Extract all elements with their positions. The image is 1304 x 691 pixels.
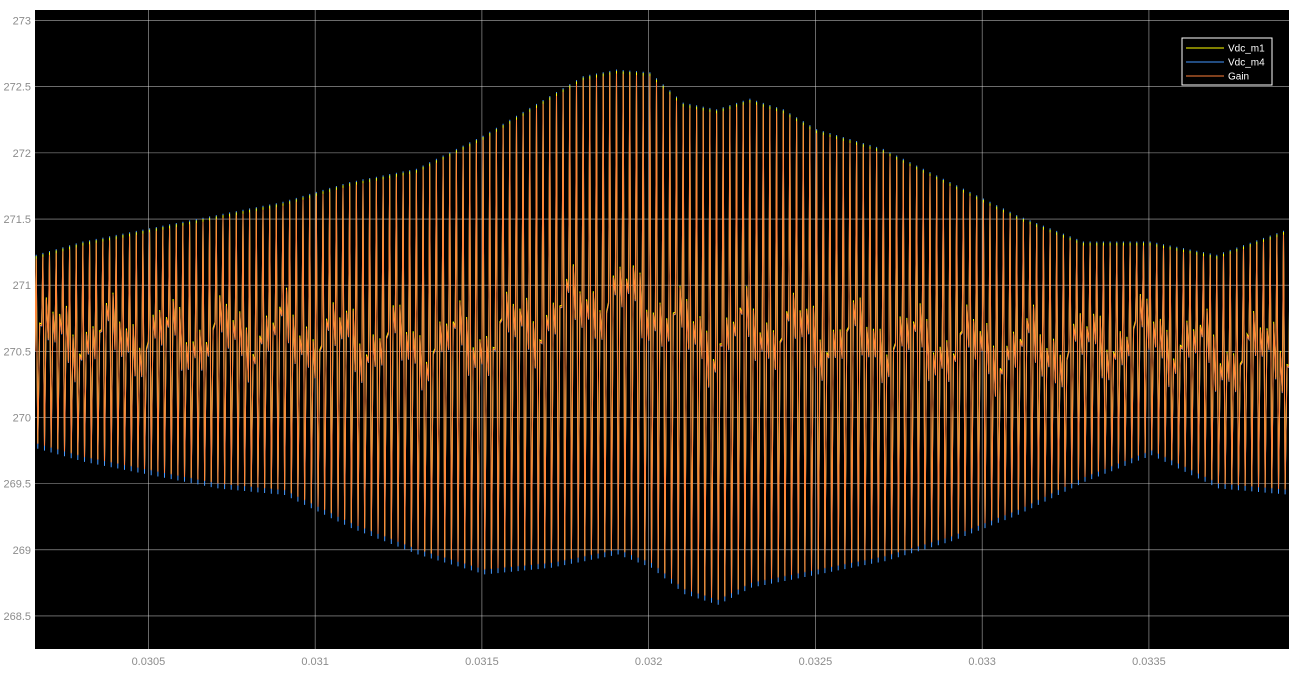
y-axis-ticks: 273 272.5 272 271.5 271 270.5 270 269.5 269 268.5 — [3, 16, 31, 623]
x-tick-label: 0.0325 — [799, 656, 833, 668]
y-tick-label: 271.5 — [3, 214, 31, 226]
x-tick-label: 0.033 — [968, 656, 996, 668]
legend[interactable]: Vdc_m1 Vdc_m4 Gain — [1181, 37, 1273, 86]
series-gain — [35, 73, 1289, 601]
x-tick-label: 0.032 — [635, 656, 663, 668]
y-tick-label: 269.5 — [3, 479, 31, 491]
y-tick-label: 270 — [13, 412, 31, 424]
x-tick-label: 0.0305 — [132, 656, 166, 668]
legend-label-vdc-m1: Vdc_m1 — [1228, 44, 1265, 55]
y-tick-label: 269 — [13, 545, 31, 557]
x-tick-label: 0.0315 — [465, 656, 499, 668]
x-tick-label: 0.031 — [301, 656, 329, 668]
grid-lines — [35, 10, 1289, 649]
legend-label-gain: Gain — [1228, 72, 1249, 83]
y-tick-label: 273 — [13, 16, 31, 28]
y-tick-label: 272 — [13, 148, 31, 160]
x-tick-label: 0.0335 — [1132, 656, 1166, 668]
y-tick-label: 272.5 — [3, 82, 31, 94]
y-tick-label: 271 — [13, 280, 31, 292]
signal-traces — [35, 69, 1289, 605]
x-axis-ticks: 0.0305 0.031 0.0315 0.032 0.0325 0.033 0.0335 — [132, 656, 1166, 668]
legend-label-vdc-m4: Vdc_m4 — [1228, 58, 1265, 69]
y-tick-label: 270.5 — [3, 346, 31, 358]
y-tick-label: 268.5 — [3, 611, 31, 623]
